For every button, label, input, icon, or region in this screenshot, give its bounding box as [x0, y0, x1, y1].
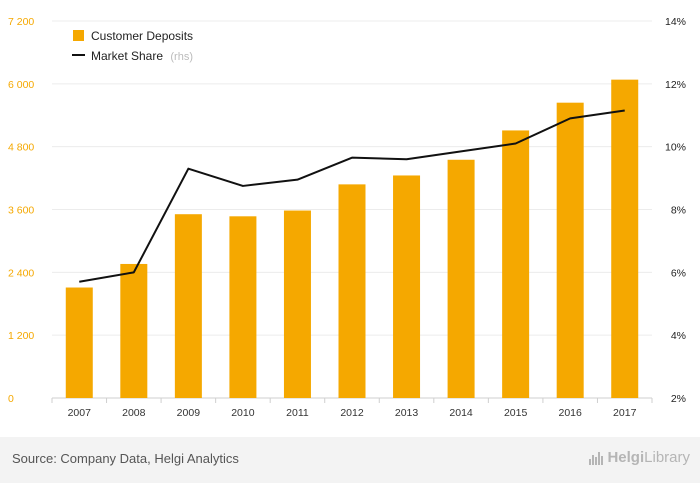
x-tick-label: 2012 [340, 407, 364, 419]
legend-swatch-deposits [73, 30, 84, 41]
legend-label-market-share: Market Share [91, 49, 163, 63]
y-right-tick-label: 12% [665, 79, 686, 91]
x-axis: 2007 2008 2009 2010 2011 2012 2013 2014 2015 2016… [51, 398, 653, 419]
y-right-tick-label: 2% [671, 393, 686, 405]
bar-2012 [338, 184, 366, 398]
y-left-tick-label: 0 [8, 393, 14, 405]
footer: Source: Company Data, Helgi Analytics He… [0, 437, 700, 483]
x-tick-label: 2011 [286, 407, 309, 419]
helgi-library-logo: Helgi Library [589, 449, 690, 466]
x-tick-label: 2010 [231, 407, 255, 419]
combo-chart: 2007 2008 2009 2010 2011 2012 2013 2014 2015 2016… [8, 16, 686, 419]
y-left-tick-label: 7 200 [8, 16, 34, 28]
logo-brand-text: Helgi [607, 449, 645, 466]
y-left-tick-label: 3 600 [8, 205, 34, 217]
x-tick-label: 2016 [559, 407, 583, 419]
x-tick-label: 2008 [122, 407, 146, 419]
bar-2009 [174, 214, 202, 398]
logo-bars-icon [589, 451, 604, 465]
x-tick-label: 2015 [504, 407, 528, 419]
y-right-tick-label: 14% [665, 16, 686, 28]
x-tick-label: 2007 [68, 407, 92, 419]
line-series [79, 109, 625, 283]
bar-series [65, 79, 639, 399]
x-tick-label: 2013 [395, 407, 419, 419]
x-tick-label: 2009 [177, 407, 201, 419]
y-right-tick-label: 8% [671, 205, 686, 217]
y-right-tick-label: 10% [665, 142, 686, 154]
bar-2013 [393, 175, 421, 398]
y-axis-right: 2% 4% 6% 8% 10% 12% 14% [665, 16, 686, 405]
bar-2014 [447, 159, 475, 398]
bar-2011 [283, 210, 311, 398]
legend-label-market-share-group: Market Share (rhs) [91, 49, 193, 63]
y-left-tick-label: 2 400 [8, 267, 34, 279]
logo-rest-text: Library [644, 449, 690, 466]
bar-2015 [502, 130, 530, 398]
bar-2008 [120, 263, 148, 398]
x-tick-label: 2014 [449, 407, 473, 419]
bar-2017 [611, 79, 639, 399]
y-left-tick-label: 4 800 [8, 142, 34, 154]
y-axis-left: 0 1 200 2 400 3 600 4 800 6 000 7 200 [8, 16, 34, 405]
y-right-tick-label: 4% [671, 330, 686, 342]
y-right-tick-label: 6% [671, 267, 686, 279]
legend-note-rhs: (rhs) [170, 51, 193, 63]
y-left-tick-label: 1 200 [8, 330, 34, 342]
y-left-tick-label: 6 000 [8, 79, 34, 91]
bar-2016 [556, 102, 584, 398]
bar-2010 [229, 216, 257, 398]
x-tick-label: 2017 [613, 407, 637, 419]
bar-2007 [65, 287, 93, 398]
legend: Customer Deposits Market Share (rhs) [72, 29, 193, 63]
source-note: Source: Company Data, Helgi Analytics [12, 451, 239, 466]
legend-label-deposits: Customer Deposits [91, 29, 193, 43]
